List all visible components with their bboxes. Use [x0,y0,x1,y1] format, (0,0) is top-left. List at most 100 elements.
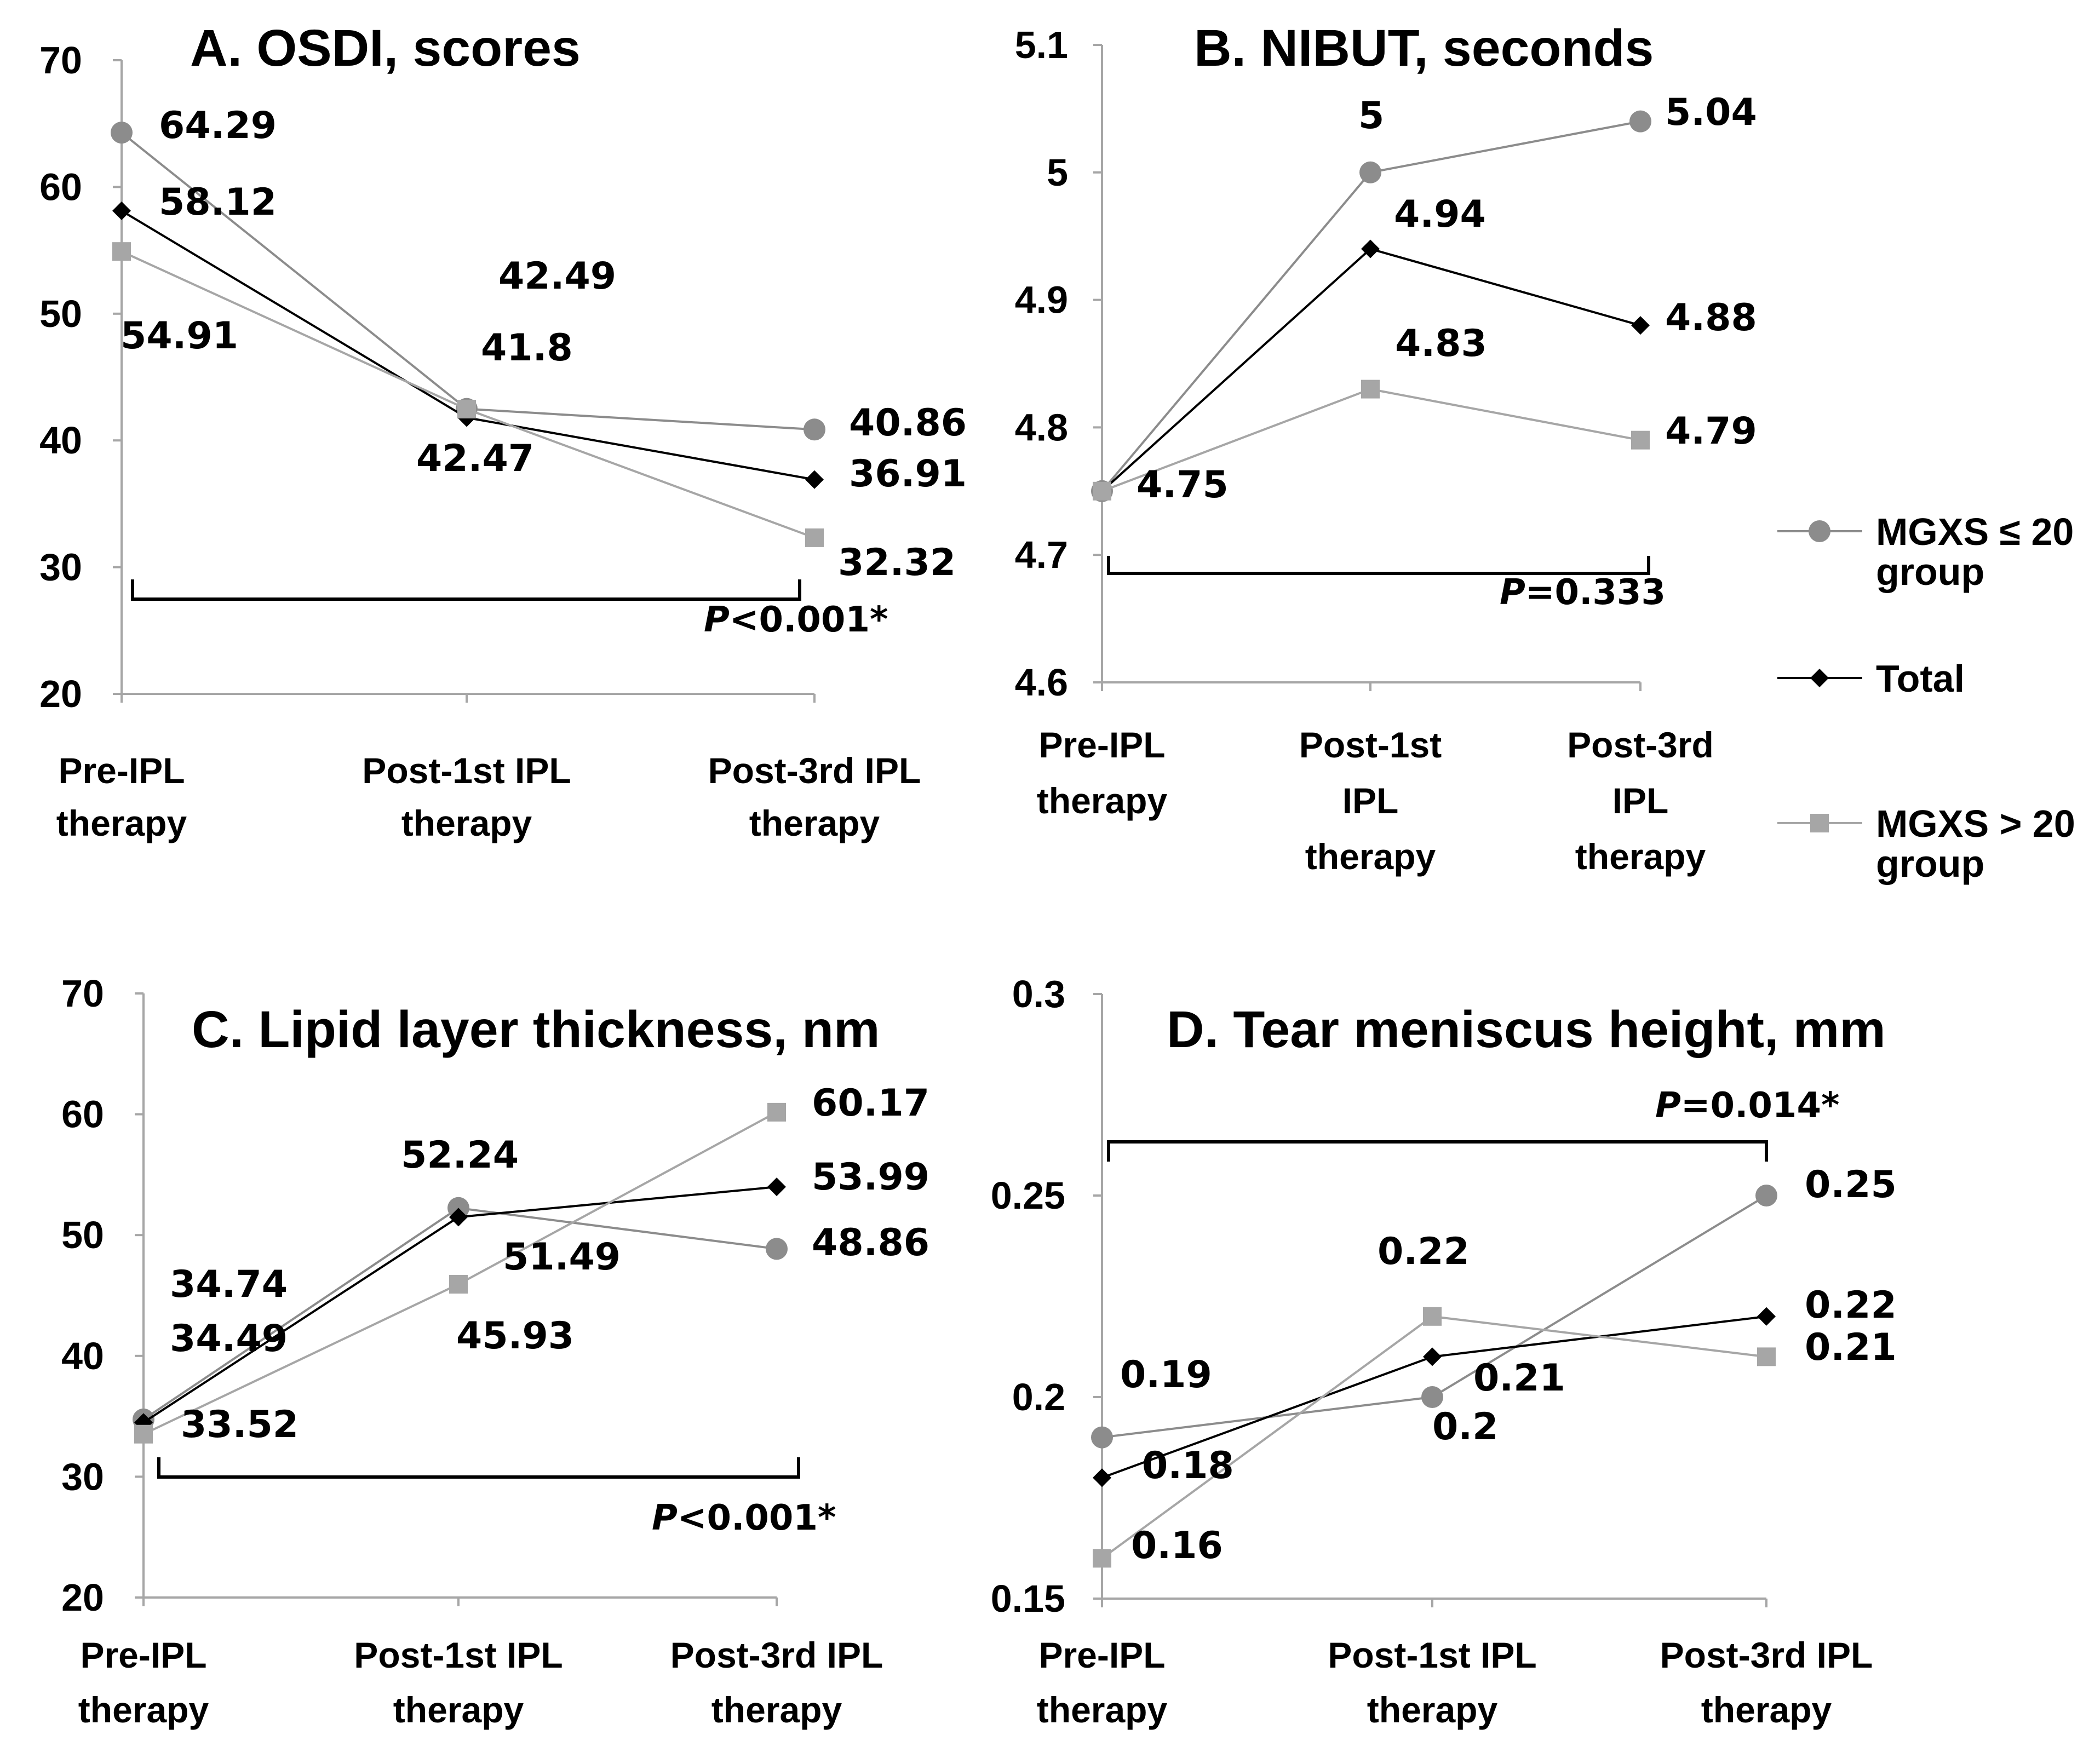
x-category-label: therapy [1037,1690,1168,1730]
data-label: 0.25 [1805,1163,1897,1206]
data-label: 4.79 [1665,410,1757,453]
series-mgxs-low [1091,1185,1777,1449]
data-label: 41.8 [481,326,573,370]
x-category-label: Post-1st IPL [354,1635,563,1675]
diamond-icon [1810,669,1829,687]
x-category-label: Post-1st IPL [1328,1635,1536,1675]
series-total [1093,1307,1776,1487]
x-category-label: Post-3rd IPL [708,750,921,791]
data-point-square [134,1424,153,1444]
x-category-label: Post-1st [1299,725,1442,765]
data-label: 64.29 [159,104,277,147]
data-point-square [1093,1549,1111,1568]
data-label: 4.88 [1665,296,1757,340]
y-tick-label: 60 [61,1093,104,1136]
chart-b: B. NIBUT, seconds 5.1 5 4.9 4.8 4.7 4.6 Pre-IPL… [1015,19,1757,877]
series-mgxs-low [111,122,825,441]
y-tick-label: 5 [1047,151,1068,194]
data-label: 33.52 [181,1403,299,1446]
x-category-label: therapy [401,803,532,843]
y-tick-label: 0.25 [991,1174,1065,1217]
y-tick-label: 30 [61,1455,104,1498]
data-point-circle [1421,1386,1443,1408]
p-value-text: =0.333 [1525,572,1666,613]
x-category-label: Post-3rd IPL [1660,1635,1873,1675]
series-mgxs-high [1093,1307,1776,1568]
square-icon [1810,814,1829,832]
series-mgxs-low [133,1197,788,1430]
x-category-label: therapy [1037,780,1168,821]
data-point-circle [1629,110,1651,133]
data-label: 42.47 [416,437,534,480]
x-category-label: therapy [1367,1690,1498,1730]
data-label: 0.21 [1473,1357,1565,1400]
chart-a: A. OSDI, scores 70 60 50 40 30 20 Pre-IPL therap… [39,19,967,843]
p-value: P<0.001* [704,600,888,640]
data-point-diamond [1423,1347,1442,1366]
data-label: 34.49 [170,1317,288,1360]
significance-bracket [1107,556,1650,575]
x-category-label: therapy [1701,1690,1832,1730]
data-label: 0.2 [1432,1405,1498,1449]
chart-title: D. Tear meniscus height, mm [1167,1001,1886,1059]
chart-d: D. Tear meniscus height, mm 0.3 0.25 0.2 0.1… [991,973,1897,1730]
data-point-circle [111,122,133,144]
y-tick-label: 4.6 [1015,661,1068,704]
data-point-circle [1359,161,1381,183]
data-point-diamond [1361,239,1380,258]
y-tick-label: 4.9 [1015,279,1068,321]
chart-title: B. NIBUT, seconds [1194,19,1654,77]
data-label: 5.04 [1665,91,1757,134]
significance-bracket [157,1457,800,1479]
data-label: 4.83 [1395,322,1487,365]
legend-label: MGXS ≤ 20 [1876,510,2074,553]
data-point-circle [804,418,825,441]
data-point-diamond [1093,1468,1111,1487]
p-value-prefix: P [1655,1085,1681,1126]
data-point-square [1423,1307,1442,1326]
data-point-diamond [112,201,131,220]
series-line [142,1206,777,1421]
legend-label: MGXS > 20 [1876,802,2075,845]
data-point-diamond [1631,316,1650,335]
data-label: 4.94 [1394,193,1486,236]
data-point-circle [766,1238,788,1260]
y-tick-label: 20 [39,673,82,715]
data-label: 32.32 [838,541,956,584]
data-label: 0.16 [1131,1524,1223,1567]
x-category-label: Post-3rd IPL [670,1635,883,1675]
series-mgxs-high [112,242,824,547]
y-tick-label: 5.1 [1015,24,1068,66]
y-tick-label: 60 [39,165,82,208]
x-category-label: Post-3rd [1567,725,1714,765]
legend-label: group [1876,842,1984,885]
p-value-prefix: P [704,600,730,640]
x-category-label: therapy [1575,836,1706,877]
x-category-label: therapy [393,1690,524,1730]
data-label: 58.12 [159,181,277,224]
p-value-text: =0.014* [1681,1085,1840,1126]
x-category-label: Pre-IPL [1038,1635,1165,1675]
data-point-diamond [449,1208,468,1227]
data-point-circle [1755,1185,1777,1206]
data-label: 4.75 [1137,463,1229,507]
data-point-circle [1091,1426,1113,1449]
x-category-label: therapy [78,1690,209,1730]
data-label: 52.24 [401,1134,519,1177]
y-tick-label: 4.8 [1015,406,1068,449]
data-point-diamond [805,470,824,489]
data-point-square [805,528,824,547]
data-label: 0.19 [1120,1353,1212,1397]
legend-label: group [1876,550,1984,593]
p-value: P<0.001* [652,1498,836,1538]
x-category-label: Pre-IPL [80,1635,206,1675]
data-label: 0.18 [1142,1444,1234,1487]
data-label: 53.99 [812,1156,929,1199]
y-tick-label: 40 [61,1335,104,1377]
p-value-prefix: P [652,1498,678,1538]
data-label: 34.74 [170,1263,288,1306]
data-point-square [767,1102,786,1122]
data-label: 0.21 [1805,1326,1897,1369]
x-category-label: therapy [711,1690,842,1730]
